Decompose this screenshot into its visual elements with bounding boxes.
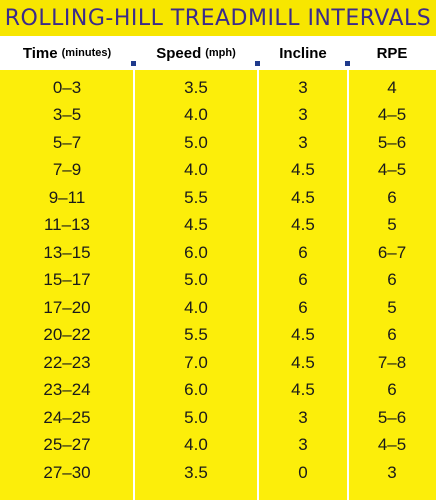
cell-rpe: 5 [387,215,397,235]
column-divider-3 [347,70,349,500]
cell-incline: 3 [298,77,308,97]
cell-rpe: 5 [387,297,397,317]
cell-rpe: 3 [387,462,397,482]
cell-rpe: 6 [387,325,397,345]
table-row: 3–5 4.0 3 4–5 [0,102,436,130]
cell-speed: 5.0 [184,407,208,427]
cell-rpe: 6 [387,380,397,400]
cell-incline: 4.5 [291,325,315,345]
column-header-speed: Speed (mph) [134,36,258,70]
title-bar: ROLLING-HILL TREADMILL INTERVALS [0,0,436,36]
table-row: 13–15 6.0 6 6–7 [0,239,436,267]
column-marker-1 [131,61,136,66]
table-row: 7–9 4.0 4.5 4–5 [0,157,436,185]
cell-incline: 6 [298,270,308,290]
cell-rpe: 4 [387,77,397,97]
cell-time: 5–7 [52,132,82,152]
cell-rpe: 6–7 [377,242,407,262]
column-header-time: Time (minutes) [0,36,134,70]
cell-speed: 6.0 [184,380,208,400]
column-header-speed-unit: (mph) [205,47,236,59]
cell-time: 9–11 [48,187,86,207]
cell-rpe: 4–5 [377,105,407,125]
table-row: 25–27 4.0 3 4–5 [0,432,436,460]
cell-incline: 3 [298,132,308,152]
cell-rpe: 5–6 [377,132,407,152]
table-row: 22–23 7.0 4.5 7–8 [0,349,436,377]
column-header-incline: Incline [258,36,348,70]
table-row: 9–11 5.5 4.5 6 [0,184,436,212]
cell-incline: 4.5 [291,380,315,400]
column-header-incline-label: Incline [279,44,327,62]
table-row: 5–7 5.0 3 5–6 [0,129,436,157]
cell-speed: 5.5 [184,187,208,207]
column-header-time-unit: (minutes) [61,47,112,59]
cell-time: 27–30 [43,462,91,482]
cell-incline: 3 [298,407,308,427]
column-divider-2 [257,70,259,500]
cell-incline: 4.5 [291,215,315,235]
cell-time: 25–27 [43,435,91,455]
cell-speed: 7.0 [184,352,208,372]
table-row: 23–24 6.0 4.5 6 [0,377,436,405]
cell-speed: 4.0 [184,105,208,125]
table-body: 0–3 3.5 3 4 3–5 4.0 3 4–5 5–7 5.0 3 5–6 7–9 4.0 4.5 4–5… [0,70,436,500]
cell-speed: 3.5 [184,77,208,97]
cell-speed: 4.5 [184,215,208,235]
table-row: 24–25 5.0 3 5–6 [0,404,436,432]
table-row: 17–20 4.0 6 5 [0,294,436,322]
table-row: 0–3 3.5 3 4 [0,74,436,102]
column-header-rpe-label: RPE [376,44,408,62]
column-marker-2 [255,61,260,66]
cell-incline: 4.5 [291,352,315,372]
cell-time: 23–24 [43,380,91,400]
cell-speed: 5.5 [184,325,208,345]
cell-incline: 0 [298,462,308,482]
cell-speed: 5.0 [184,270,208,290]
cell-rpe: 6 [387,187,397,207]
cell-time: 22–23 [43,352,91,372]
cell-time: 11–13 [43,215,90,235]
table-row: 11–13 4.5 4.5 5 [0,212,436,240]
cell-speed: 4.0 [184,160,208,180]
cell-incline: 6 [298,242,308,262]
cell-time: 13–15 [43,242,91,262]
cell-rpe: 6 [387,270,397,290]
cell-incline: 3 [298,435,308,455]
table-row: 27–30 3.5 0 3 [0,459,436,487]
cell-speed: 5.0 [184,132,208,152]
column-divider-1 [133,70,135,500]
table-row: 15–17 5.0 6 6 [0,267,436,295]
cell-time: 0–3 [52,77,82,97]
column-header-time-label: Time [22,44,58,62]
cell-incline: 4.5 [291,187,315,207]
cell-speed: 4.0 [184,297,208,317]
column-marker-3 [345,61,350,66]
cell-time: 15–17 [43,270,91,290]
cell-incline: 4.5 [291,160,315,180]
cell-time: 3–5 [52,105,82,125]
cell-time: 24–25 [43,407,91,427]
table-header: Time (minutes) Speed (mph) Incline RPE [0,36,436,70]
cell-time: 20–22 [43,325,91,345]
cell-speed: 6.0 [184,242,208,262]
table-row: 20–22 5.5 4.5 6 [0,322,436,350]
cell-speed: 3.5 [184,462,208,482]
cell-incline: 6 [298,297,308,317]
cell-rpe: 5–6 [377,407,407,427]
cell-rpe: 4–5 [377,435,407,455]
cell-incline: 3 [298,105,308,125]
column-header-rpe: RPE [348,36,436,70]
column-header-speed-label: Speed [156,44,202,62]
page-title: ROLLING-HILL TREADMILL INTERVALS [4,5,432,31]
cell-time: 17–20 [43,297,91,317]
cell-speed: 4.0 [184,435,208,455]
cell-rpe: 4–5 [377,160,407,180]
cell-rpe: 7–8 [377,352,407,372]
cell-time: 7–9 [52,160,82,180]
